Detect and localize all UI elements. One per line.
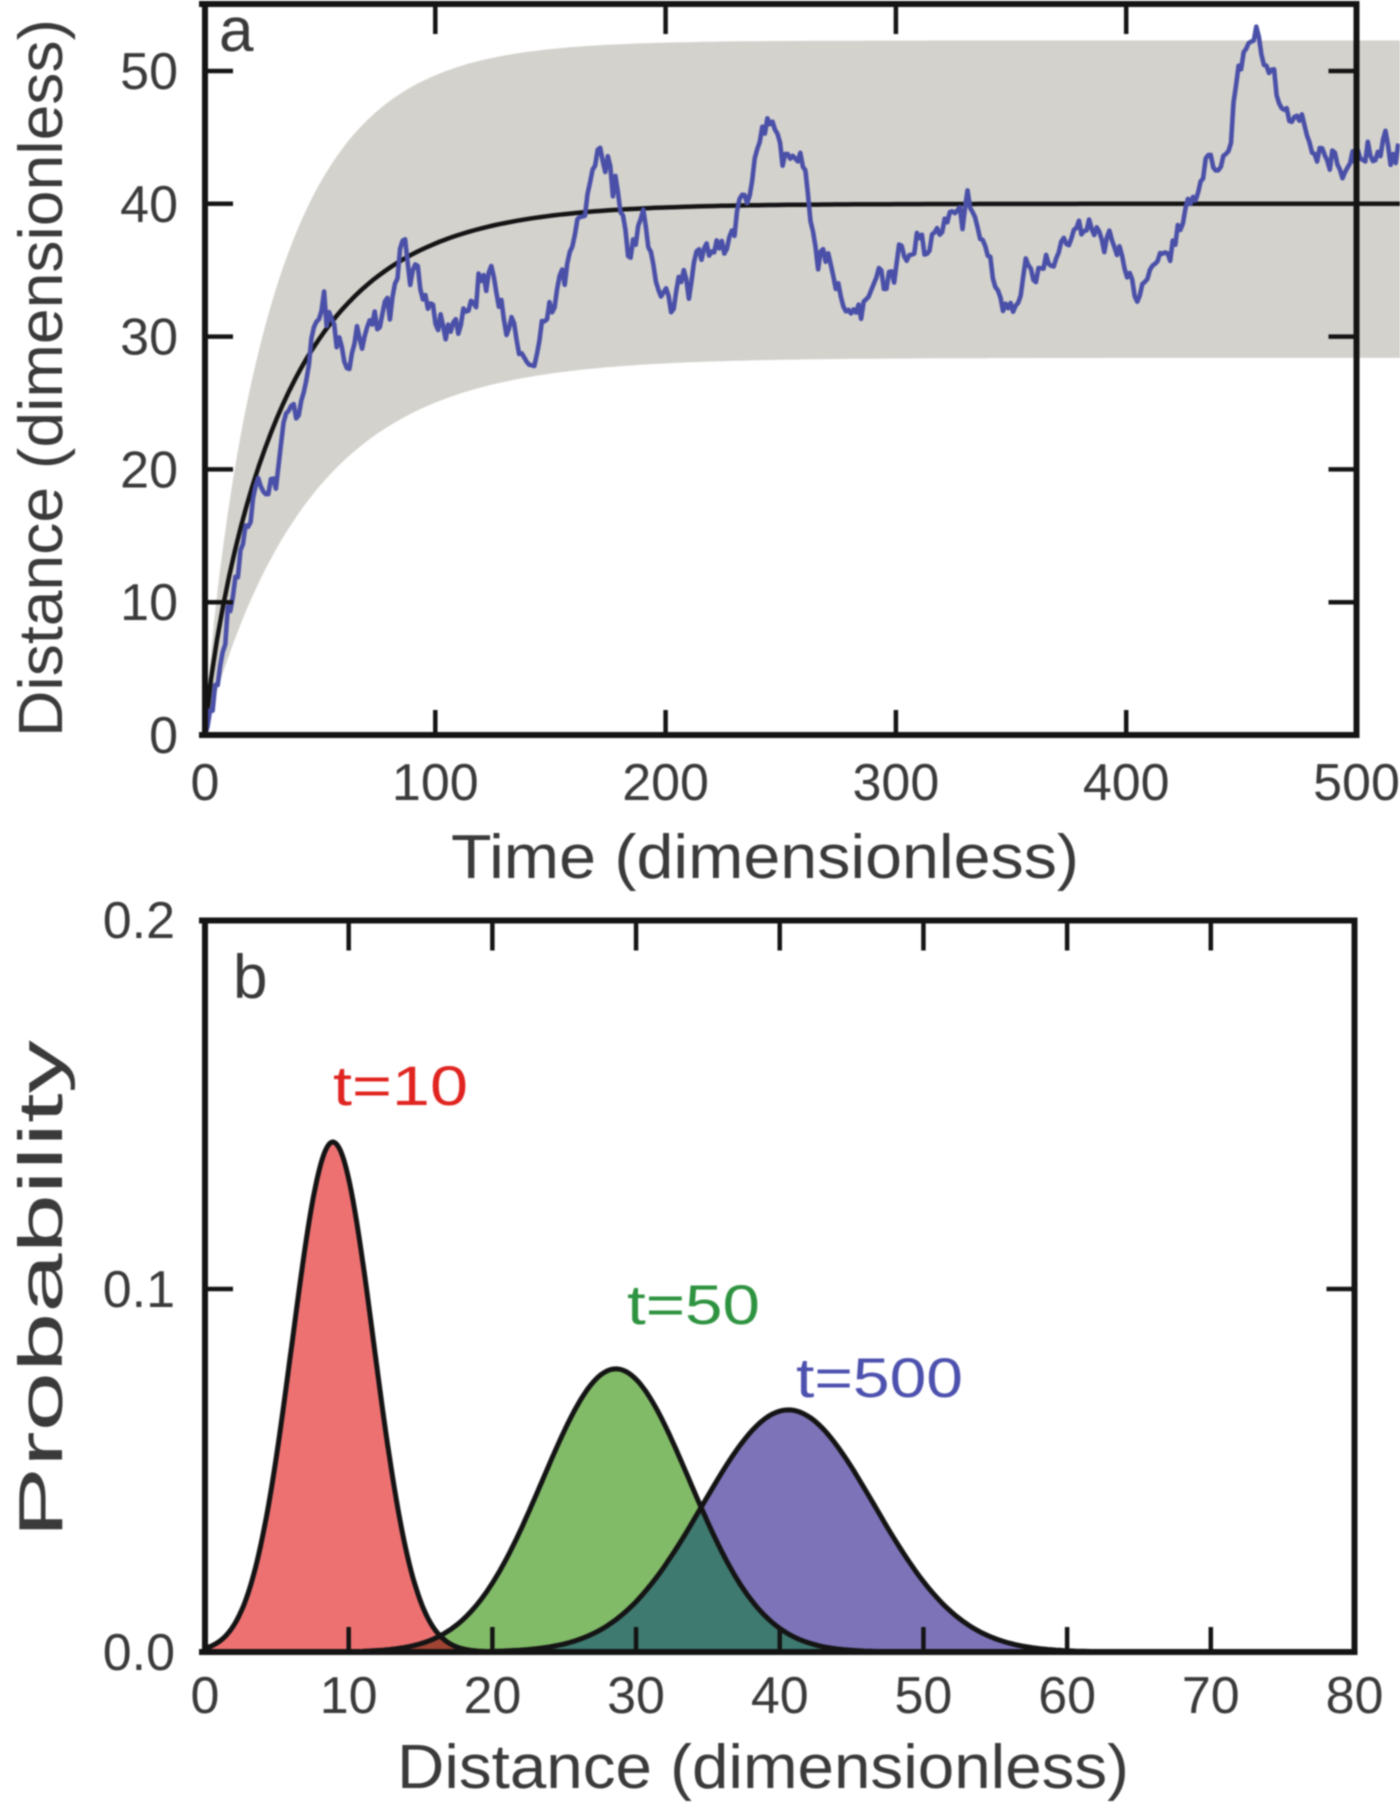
svg-text:t=50: t=50 [627, 1273, 760, 1336]
svg-text:Time (dimensionless): Time (dimensionless) [451, 823, 1079, 892]
svg-text:b: b [233, 943, 267, 1012]
svg-text:400: 400 [1083, 754, 1170, 812]
svg-text:40: 40 [120, 176, 178, 234]
svg-text:Distance (dimensionless): Distance (dimensionless) [7, 19, 76, 737]
svg-text:70: 70 [1182, 1667, 1240, 1725]
svg-text:0: 0 [191, 754, 220, 812]
svg-text:60: 60 [1038, 1667, 1096, 1725]
svg-text:t=10: t=10 [333, 1054, 468, 1117]
svg-text:0: 0 [191, 1667, 220, 1725]
svg-text:300: 300 [853, 754, 940, 812]
svg-text:100: 100 [392, 754, 479, 812]
svg-text:20: 20 [463, 1667, 521, 1725]
svg-text:10: 10 [120, 574, 178, 632]
svg-text:80: 80 [1326, 1667, 1384, 1725]
svg-text:500: 500 [1313, 754, 1400, 812]
svg-text:50: 50 [120, 43, 178, 101]
svg-text:30: 30 [120, 309, 178, 367]
svg-text:20: 20 [120, 441, 178, 499]
svg-text:0.2: 0.2 [103, 892, 175, 950]
svg-text:40: 40 [751, 1667, 809, 1725]
svg-text:0: 0 [149, 707, 178, 765]
svg-text:Probability: Probability [7, 1040, 76, 1538]
svg-text:t=500: t=500 [796, 1346, 963, 1409]
svg-text:50: 50 [895, 1667, 953, 1725]
svg-text:200: 200 [622, 754, 709, 812]
svg-text:Distance (dimensionless): Distance (dimensionless) [397, 1733, 1129, 1802]
svg-text:0.0: 0.0 [103, 1624, 175, 1682]
svg-text:a: a [219, 0, 254, 65]
svg-text:0.1: 0.1 [103, 1261, 175, 1319]
svg-text:30: 30 [607, 1667, 665, 1725]
svg-text:10: 10 [320, 1667, 378, 1725]
